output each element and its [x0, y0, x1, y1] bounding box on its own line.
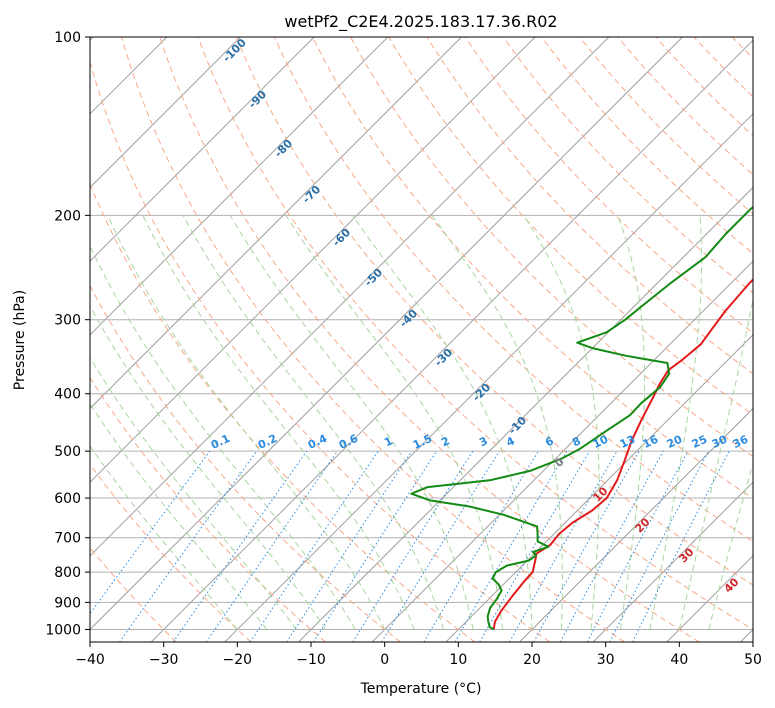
dry-adiabat-line	[235, 37, 753, 586]
y-tick-label: 800	[54, 565, 81, 581]
isotherm-line	[90, 37, 536, 483]
x-tick-label: 10	[449, 652, 467, 668]
isotherm-line	[150, 39, 753, 642]
x-axis-title: Temperature (°C)	[360, 681, 482, 697]
dry-adiabat-line	[197, 37, 753, 631]
moist-adiabat-line	[182, 215, 445, 630]
x-tick-label: 20	[523, 652, 541, 668]
dry-adiabat-line	[617, 37, 753, 176]
x-tick-label: −30	[149, 652, 179, 668]
x-tick-label: 30	[597, 652, 615, 668]
mixing-ratio-line	[632, 450, 730, 642]
isotherm-line	[519, 407, 753, 642]
dry-adiabat-line	[90, 284, 401, 642]
dry-adiabat-line	[90, 463, 252, 642]
temperature-profile	[492, 278, 753, 630]
mixing-ratio-line	[352, 450, 474, 642]
mixing-ratio-line	[90, 450, 211, 615]
moist-adiabat-line	[90, 244, 356, 630]
moist-adiabat-line	[523, 215, 600, 630]
x-tick-label: −20	[223, 652, 253, 668]
mixing-ratio-line	[381, 450, 500, 642]
dry-adiabat-line	[350, 37, 753, 457]
y-tick-label: 300	[54, 313, 81, 329]
isotherm-line	[445, 334, 753, 642]
y-axis-title: Pressure (hPa)	[12, 290, 28, 390]
dry-adiabat-line	[121, 37, 625, 642]
moist-adiabat-line	[90, 304, 327, 630]
isotherm-line	[90, 37, 462, 410]
moist-adiabat-line	[708, 461, 753, 630]
y-tick-label: 200	[54, 208, 81, 224]
isotherm-line	[224, 113, 753, 642]
moist-adiabat-line	[285, 215, 503, 630]
isotherm-line	[90, 37, 389, 336]
moist-adiabat-line	[617, 215, 646, 630]
mixing-ratio-line	[286, 450, 413, 642]
x-tick-label: 50	[744, 652, 762, 668]
dry-adiabat-line	[579, 37, 753, 215]
moist-adiabat-line	[352, 215, 533, 630]
mixing-ratio-label: 20	[665, 433, 685, 451]
plot-frame	[89, 36, 754, 643]
mixing-ratio-line	[533, 450, 640, 642]
y-tick-label: 900	[54, 595, 81, 611]
x-axis: −40 −30 −20 −10 0 10 20 30 40 50	[75, 642, 762, 668]
mixing-ratio-label: 16	[641, 433, 661, 451]
dewpoint-profile	[410, 206, 753, 631]
moist-adiabat-line	[678, 296, 753, 630]
moist-adiabat-line	[229, 215, 474, 630]
mixing-ratio-line	[313, 450, 438, 642]
dry-adiabat-line	[502, 37, 753, 294]
moist-adiabat-line	[431, 215, 563, 630]
dry-adiabat-line	[312, 37, 753, 500]
mixing-ratio-line	[559, 450, 664, 642]
x-tick-label: −40	[75, 652, 105, 668]
chart-title: wetPf2_C2E4.2025.183.17.36.R02	[284, 12, 557, 32]
mixing-ratio-line	[249, 450, 379, 642]
mixing-ratio-line	[119, 450, 258, 642]
moist-adiabat-line	[90, 402, 268, 630]
y-tick-label: 400	[54, 387, 81, 403]
isotherm-line	[90, 37, 683, 631]
x-tick-label: −10	[296, 652, 326, 668]
y-tick-label: 100	[54, 30, 81, 46]
isotherm-line	[90, 37, 610, 557]
mixing-ratio-line	[509, 450, 618, 642]
moist-adiabat-line	[107, 215, 386, 630]
dry-adiabat-line	[90, 60, 551, 642]
y-tick-label: 700	[54, 531, 81, 547]
mixing-ratio-label: 36	[731, 433, 751, 451]
mixing-ratio-label: 25	[690, 433, 709, 451]
dry-adiabat-line	[464, 37, 753, 334]
isotherm-line	[371, 260, 753, 642]
mixing-ratio-label: 13	[618, 433, 637, 451]
isotherm-line	[90, 37, 241, 189]
dry-adiabat-line	[388, 37, 753, 416]
moist-adiabat-line	[90, 445, 238, 630]
plot-area: -100-90-80-70-60-50-40-30-20-10010203040…	[90, 37, 753, 642]
mixing-ratio-label: 30	[710, 433, 730, 451]
y-tick-label: 500	[54, 444, 81, 460]
x-tick-label: 0	[380, 652, 389, 668]
y-axis: 100 200 300 400 500 600 700 800 900 1000	[45, 30, 90, 639]
isotherm-line	[90, 37, 315, 262]
isotherm-line	[592, 481, 753, 642]
moist-adiabat-line	[142, 215, 415, 630]
y-tick-label: 600	[54, 491, 81, 507]
mixing-ratio-label: 10	[591, 433, 611, 451]
x-tick-label: 40	[670, 652, 688, 668]
dry-adiabat-line	[159, 37, 700, 642]
mixing-ratio-line	[172, 450, 308, 642]
moist-adiabat-line	[649, 215, 703, 630]
y-tick-label: 1000	[45, 623, 81, 639]
mixing-ratio-line	[205, 450, 339, 642]
